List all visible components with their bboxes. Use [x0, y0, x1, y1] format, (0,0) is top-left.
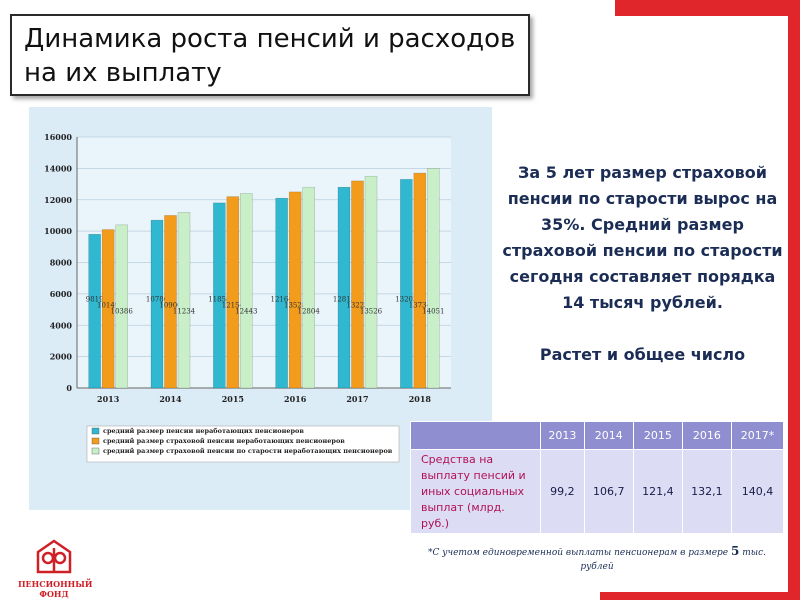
chart-svg: 0 2000 4000 6000 8000 10000 12000 14000 16000 981…	[44, 132, 451, 463]
x-tick-label: 2014	[159, 394, 182, 404]
bar	[150, 219, 164, 389]
bar	[413, 172, 427, 389]
table-header-cell: 2013	[540, 421, 585, 450]
x-tick-label: 2018	[409, 394, 432, 404]
data-label: 10900	[159, 302, 181, 310]
data-label: 12154	[222, 302, 245, 310]
chart-panel: 0 2000 4000 6000 8000 10000 12000 14000 16000 981…	[29, 107, 492, 510]
data-label: 12815	[333, 296, 355, 304]
bar	[177, 212, 191, 389]
data-label: 13203	[395, 296, 417, 304]
y-tick-label: 0	[66, 383, 72, 393]
x-tick-label: 2013	[97, 394, 120, 404]
data-label: 12804	[298, 308, 321, 316]
bar	[226, 196, 240, 389]
bar	[337, 186, 351, 389]
y-tick-label: 2000	[50, 352, 73, 362]
logo-line-1: ПЕНСИОННЫЙ	[18, 579, 93, 589]
bar	[101, 229, 115, 389]
bar	[88, 234, 101, 389]
footnote-unit: тыс.	[739, 548, 766, 558]
table-cell: 140,4	[730, 449, 785, 534]
data-label: 13223	[346, 302, 368, 310]
side-text-paragraph-1: За 5 лет размер страховой пенсии по стар…	[502, 163, 783, 312]
bar	[302, 186, 315, 389]
table-row-label: Средства на выплату пенсий и иных социал…	[410, 449, 541, 534]
legend-swatch	[91, 447, 100, 455]
y-tick-label: 10000	[44, 226, 72, 236]
table-row: Средства на выплату пенсий и иных социал…	[410, 449, 785, 534]
bar	[351, 180, 364, 389]
y-tick-label: 4000	[50, 320, 73, 330]
data-label: 12443	[235, 308, 257, 316]
table-cell: 106,7	[583, 449, 634, 534]
y-tick-label: 6000	[50, 289, 73, 299]
legend-swatch	[91, 427, 100, 435]
data-label: 11858	[208, 296, 230, 304]
title-box: Динамика роста пенсий и расходов на их в…	[10, 14, 530, 96]
table-header-cell	[410, 421, 541, 450]
y-tick-label: 12000	[44, 195, 72, 205]
table-header-cell: 2014	[583, 421, 634, 450]
y-tick-label: 8000	[50, 258, 73, 268]
bar	[115, 224, 128, 389]
data-label: 13526	[360, 308, 383, 316]
side-text-paragraph-2: Растет и общее число	[539, 345, 746, 364]
top-accent-bar	[615, 0, 800, 16]
footnote-currency: рублей	[580, 562, 614, 572]
side-text: За 5 лет размер страховой пенсии по стар…	[500, 160, 785, 394]
data-label: 9819	[86, 296, 104, 304]
logo-line-2: ФОНД РОССИИ	[34, 589, 75, 600]
pension-chart: 0 2000 4000 6000 8000 10000 12000 14000 16000 981…	[29, 107, 492, 510]
footnote-text: *С учетом единовременной выплаты пенсион…	[428, 548, 731, 558]
legend-box	[86, 425, 400, 463]
bottom-accent-bar	[600, 592, 800, 600]
financing-table: 2013 2014 2015 2016 2017* Средства на вы…	[410, 421, 785, 534]
data-label: 10786	[146, 296, 169, 304]
table-header-cell: 2016	[681, 421, 732, 450]
table-header-cell: 2015	[632, 421, 683, 450]
legend-swatch	[91, 437, 100, 445]
legend-entry: средний размер пенсии неработающих пенси…	[103, 427, 304, 435]
bar	[275, 197, 288, 389]
right-accent-bar	[788, 0, 800, 600]
data-label: 10149	[97, 302, 119, 310]
data-label: 13734	[409, 302, 432, 310]
table-cell: 132,1	[681, 449, 732, 534]
x-tick-label: 2016	[284, 394, 307, 404]
bar	[164, 215, 177, 389]
bar	[213, 202, 226, 389]
bar	[427, 168, 440, 389]
table-header-cell: 2017*	[730, 421, 785, 450]
data-label: 14051	[422, 308, 444, 316]
bar	[288, 191, 302, 389]
x-tick-label: 2015	[222, 394, 244, 404]
data-label: 13528	[284, 302, 306, 310]
y-tick-label: 16000	[44, 132, 72, 142]
table-cell: 121,4	[632, 449, 683, 534]
legend-entry: средний размер страховой пенсии неработа…	[103, 437, 345, 445]
bar	[400, 179, 413, 389]
data-label: 10386	[111, 308, 134, 316]
pfr-logo: ПЕНСИОННЫЙ ФОНД РОССИИ	[18, 538, 93, 600]
footnote-amount: 5	[730, 544, 740, 558]
data-label: 11234	[173, 308, 196, 316]
page-title: Динамика роста пенсий и расходов на их в…	[24, 24, 516, 88]
pfr-logo-icon	[36, 539, 72, 574]
table-cell: 99,2	[540, 449, 585, 534]
bar	[364, 175, 378, 389]
legend-entry: средний размер страховой пенсии по старо…	[103, 447, 393, 455]
bar	[240, 193, 253, 389]
footnote: *С учетом единовременной выплаты пенсион…	[410, 544, 784, 574]
data-label: 12164	[271, 296, 294, 304]
table-header-row: 2013 2014 2015 2016 2017*	[410, 421, 785, 450]
x-tick-label: 2017	[346, 394, 368, 404]
y-tick-label: 14000	[44, 163, 72, 173]
